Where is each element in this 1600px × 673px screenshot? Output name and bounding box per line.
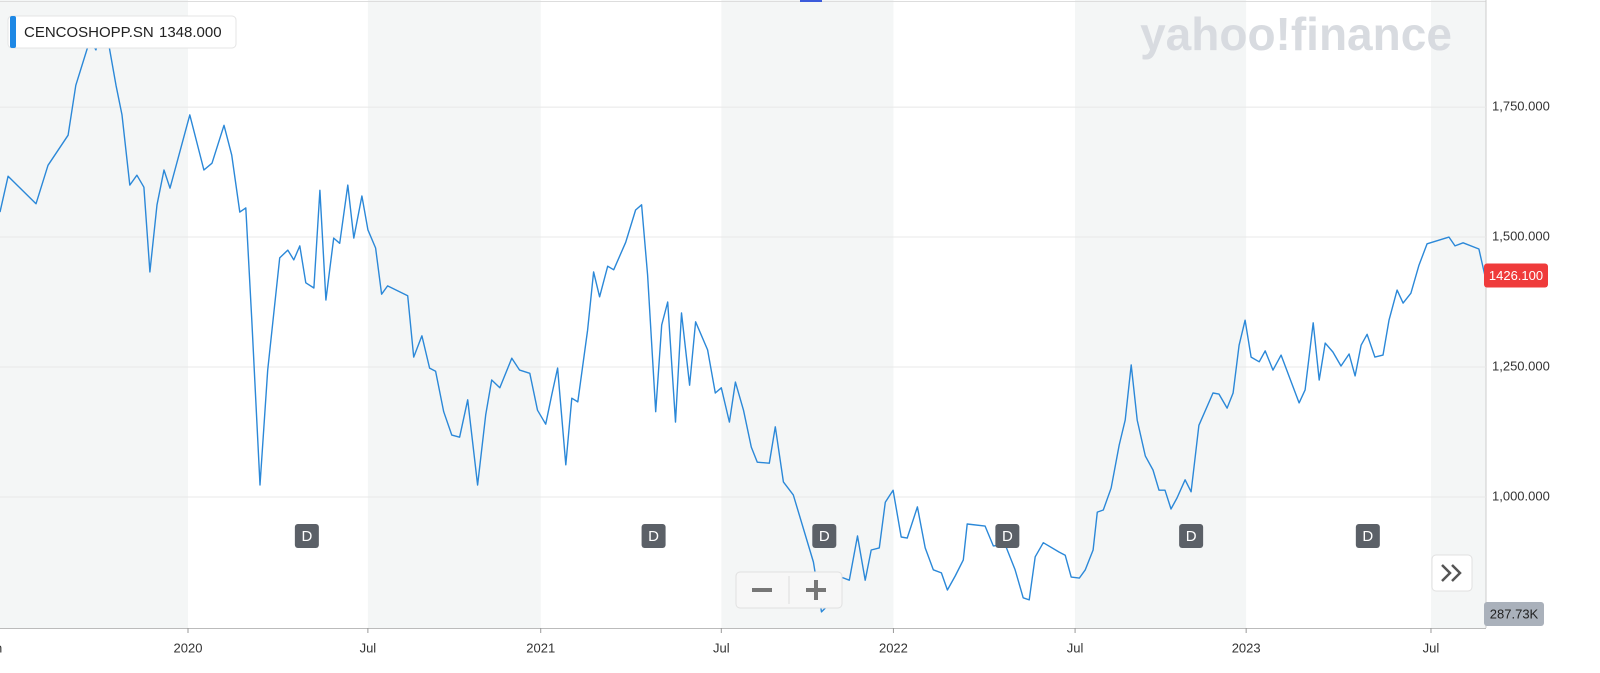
event-label: D — [1362, 528, 1373, 545]
event-label: D — [301, 528, 312, 545]
event-marker — [294, 524, 319, 548]
top-marker — [800, 0, 822, 2]
event-label: D — [1002, 528, 1013, 545]
legend-box — [7, 15, 237, 49]
volume-tag — [1484, 602, 1544, 626]
event-label: D — [1186, 528, 1197, 545]
event-marker — [812, 524, 837, 548]
period-band — [1075, 0, 1247, 628]
last-price-label: 1426.100 — [1489, 268, 1543, 283]
event-label: D — [819, 528, 830, 545]
event-label: D — [648, 528, 659, 545]
legend-swatch — [10, 16, 16, 48]
x-tick-label: 2021 — [526, 640, 555, 655]
price-line — [0, 17, 1486, 613]
x-tick-label: Jul — [1423, 640, 1440, 655]
bands — [0, 0, 1486, 628]
legend-symbol: CENCOSHOPP.SN — [24, 24, 154, 41]
x-tick-label: Jul — [713, 640, 730, 655]
zoom-controls — [735, 571, 843, 609]
volume-label: 287.73K — [1490, 606, 1539, 621]
x-tick-label: 2022 — [879, 640, 908, 655]
brand-watermark: yahoo!finance — [1140, 8, 1452, 60]
event-marker — [1179, 524, 1204, 548]
zoom-in[interactable] — [806, 580, 826, 600]
y-tick-label: 1,500.000 — [1492, 228, 1550, 243]
x-tick-label: Jul — [1067, 640, 1084, 655]
event-marker — [1355, 524, 1380, 548]
x-tick-label: un — [0, 640, 2, 655]
legend: CENCOSHOPP.SN 1348.000 — [7, 15, 237, 49]
period-band — [1430, 0, 1486, 628]
event-marker — [641, 524, 666, 548]
expand-icon[interactable] — [1441, 564, 1462, 582]
period-band — [721, 0, 894, 628]
y-tick-label: 1,750.000 — [1492, 99, 1550, 114]
period-band — [367, 0, 541, 628]
last-price-tag — [1484, 263, 1548, 288]
zoom-out[interactable] — [752, 588, 772, 592]
x-tick-label: Jul — [360, 640, 377, 655]
legend-price: 1348.000 — [159, 24, 222, 41]
y-tick-label: 1,000.000 — [1492, 488, 1550, 503]
expand-button[interactable] — [1431, 554, 1473, 592]
expand-box[interactable] — [1431, 554, 1473, 592]
x-tick-label: 2023 — [1232, 640, 1261, 655]
x-tick-label: 2020 — [174, 640, 203, 655]
period-band — [0, 0, 188, 628]
plot: 1,000.000 1,250.000 1,500.000 1,750.000 un 20… — [0, 17, 1550, 655]
event-marker — [995, 524, 1020, 548]
y-tick-label: 1,250.000 — [1492, 358, 1550, 373]
